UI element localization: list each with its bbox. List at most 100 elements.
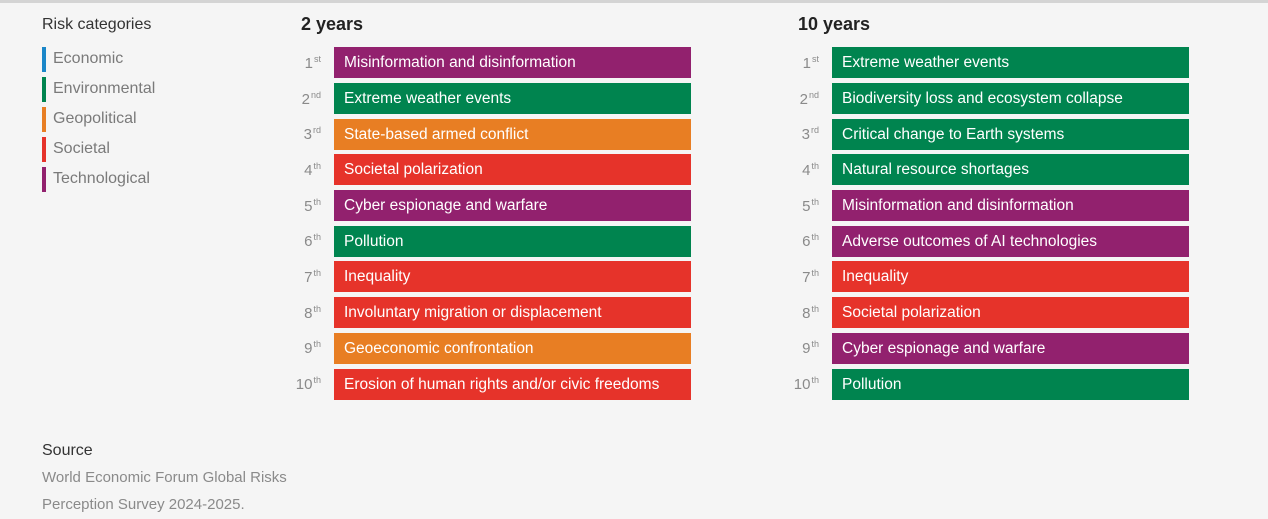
legend: Risk categories Economic Environmental G…: [42, 14, 155, 194]
rank-number: 1: [304, 54, 313, 72]
rank-suffix: th: [313, 232, 321, 243]
rank-suffix: th: [313, 375, 321, 386]
rank-number: 9: [802, 340, 811, 358]
rank-row: 5th Misinformation and disinformation: [792, 188, 1189, 224]
rank-label: 2nd: [792, 90, 832, 108]
rank-number: 2: [799, 90, 808, 108]
rank-suffix: th: [313, 339, 321, 350]
rank-suffix: st: [811, 53, 819, 64]
rank-label: 1st: [294, 54, 334, 72]
rank-row: 2nd Biodiversity loss and ecosystem colla…: [792, 81, 1189, 117]
rank-row: 9th Geoeconomic confrontation: [294, 331, 691, 367]
rank-suffix: th: [811, 232, 819, 243]
rank-row: 2nd Extreme weather events: [294, 81, 691, 117]
legend-item-geopolitical: Geopolitical: [42, 104, 155, 134]
rank-label: 2nd: [294, 90, 334, 108]
rank-label: 8th: [792, 304, 832, 322]
risk-bar: Erosion of human rights and/or civic fre…: [334, 368, 691, 400]
legend-label: Geopolitical: [53, 110, 137, 127]
risk-bar: Societal polarization: [334, 154, 691, 186]
ranking-list: 1st Extreme weather events 2nd Biodiversity…: [792, 45, 1189, 402]
rank-row: 7th Inequality: [792, 259, 1189, 295]
rank-suffix: th: [313, 160, 321, 171]
rank-row: 7th Inequality: [294, 259, 691, 295]
rank-label: 4th: [792, 161, 832, 179]
rank-number: 2: [301, 90, 310, 108]
source-title: Source: [42, 442, 93, 459]
legend-title: Risk categories: [42, 16, 152, 33]
rank-row: 3rd Critical change to Earth systems: [792, 116, 1189, 152]
rank-number: 1: [802, 54, 811, 72]
rank-row: 3rd State-based armed conflict: [294, 116, 691, 152]
legend-label: Economic: [53, 50, 124, 67]
rank-number: 3: [801, 126, 810, 144]
rank-label: 9th: [294, 339, 334, 357]
legend-label: Environmental: [53, 80, 156, 97]
rank-number: 7: [802, 268, 811, 286]
risk-bar: Geoeconomic confrontation: [334, 332, 691, 364]
risk-bar: Misinformation and disinformation: [832, 190, 1189, 222]
rank-label: 1st: [792, 54, 832, 72]
rank-row: 4th Natural resource shortages: [792, 152, 1189, 188]
legend-swatch: [42, 46, 46, 72]
rank-suffix: th: [811, 196, 819, 207]
rank-label: 8th: [294, 304, 334, 322]
rank-label: 10th: [792, 375, 832, 393]
rank-suffix: th: [811, 375, 819, 386]
legend-label: Societal: [53, 140, 110, 157]
rank-row: 6th Adverse outcomes of AI technologies: [792, 223, 1189, 259]
rank-number: 10: [295, 376, 313, 394]
rank-label: 10th: [294, 375, 334, 393]
rank-row: 6th Pollution: [294, 223, 691, 259]
rank-suffix: th: [313, 196, 321, 207]
risk-bar: Adverse outcomes of AI technologies: [832, 225, 1189, 257]
rank-suffix: rd: [312, 125, 321, 136]
rank-number: 7: [304, 268, 313, 286]
risk-bar: Critical change to Earth systems: [832, 118, 1189, 150]
legend-item-societal: Societal: [42, 134, 155, 164]
rank-number: 5: [304, 197, 313, 215]
rank-number: 9: [304, 340, 313, 358]
rank-suffix: rd: [810, 125, 819, 136]
risk-bar: Extreme weather events: [832, 47, 1189, 79]
legend-item-environmental: Environmental: [42, 74, 155, 104]
rank-row: 10th Pollution: [792, 366, 1189, 402]
risk-bar: Pollution: [832, 368, 1189, 400]
rank-suffix: nd: [808, 89, 819, 100]
rank-label: 7th: [294, 268, 334, 286]
risk-bar: Inequality: [334, 261, 691, 293]
rank-number: 4: [304, 161, 313, 179]
risk-bar: State-based armed conflict: [334, 118, 691, 150]
column-title: 2 years: [301, 14, 364, 34]
risk-bar: Extreme weather events: [334, 83, 691, 115]
rank-number: 10: [793, 376, 811, 394]
risk-bar: Pollution: [334, 225, 691, 257]
rank-number: 3: [303, 126, 312, 144]
risk-bar: Inequality: [832, 261, 1189, 293]
rank-row: 4th Societal polarization: [294, 152, 691, 188]
risk-bar: Misinformation and disinformation: [334, 47, 691, 79]
risk-bar: Natural resource shortages: [832, 154, 1189, 186]
rank-suffix: nd: [310, 89, 321, 100]
source: Source World Economic Forum Global Risks…: [42, 438, 322, 518]
rank-label: 9th: [792, 339, 832, 357]
rank-suffix: th: [313, 267, 321, 278]
legend-swatch: [42, 76, 46, 102]
rank-number: 4: [802, 161, 811, 179]
rank-label: 6th: [294, 232, 334, 250]
rank-label: 4th: [294, 161, 334, 179]
legend-swatch: [42, 106, 46, 132]
rank-label: 5th: [792, 197, 832, 215]
rank-label: 7th: [792, 268, 832, 286]
rank-number: 5: [802, 197, 811, 215]
rank-row: 8th Societal polarization: [792, 295, 1189, 331]
source-text: World Economic Forum Global Risks Percep…: [42, 469, 287, 513]
rank-number: 8: [304, 304, 313, 322]
rank-row: 1st Misinformation and disinformation: [294, 45, 691, 81]
rank-number: 8: [802, 304, 811, 322]
rank-number: 6: [802, 233, 811, 251]
rank-number: 6: [304, 233, 313, 251]
risk-bar: Societal polarization: [832, 297, 1189, 329]
rank-row: 8th Involuntary migration or displacement: [294, 295, 691, 331]
rank-label: 3rd: [792, 125, 832, 143]
